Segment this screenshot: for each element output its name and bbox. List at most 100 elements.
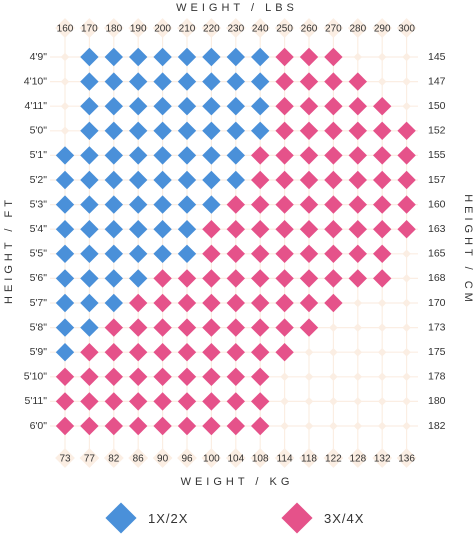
tick-label-kg: 96 — [181, 454, 193, 465]
empty-cell — [402, 372, 411, 382]
axis-marker — [55, 448, 75, 468]
cell-3x4x — [397, 170, 416, 190]
cell-1x2x — [202, 47, 221, 67]
cell-1x2x — [129, 195, 148, 214]
tick-label-kg: 132 — [374, 454, 391, 465]
tick-label-lbs: 200 — [154, 24, 171, 35]
tick-label-ft: 5'0" — [30, 125, 48, 137]
cell-3x4x — [397, 220, 416, 239]
cell-1x2x — [153, 195, 172, 214]
cell-3x4x — [348, 269, 367, 288]
tick-label-kg: 118 — [301, 454, 317, 465]
tick-label-lbs: 300 — [398, 24, 415, 35]
cell-1x2x — [129, 121, 148, 140]
cell-1x2x — [202, 97, 221, 116]
empty-cell — [377, 347, 387, 357]
empty-cell — [402, 347, 411, 357]
tick-label-ft: 5'3" — [30, 198, 48, 210]
cell-1x2x — [80, 121, 99, 140]
cell-3x4x — [226, 220, 245, 239]
cell-3x4x — [299, 47, 319, 67]
empty-cell — [329, 347, 338, 357]
cell-3x4x — [202, 293, 221, 313]
empty-cell — [402, 77, 411, 86]
cell-1x2x — [55, 244, 75, 263]
cell-3x4x — [348, 72, 367, 91]
cell-3x4x — [251, 195, 270, 214]
tick-label-lbs: 220 — [203, 24, 220, 35]
empty-cell — [304, 421, 314, 431]
cell-3x4x — [251, 244, 270, 263]
cell-1x2x — [177, 244, 197, 263]
cell-1x2x — [104, 269, 123, 288]
tick-label-lbs: 290 — [374, 24, 391, 35]
empty-cell — [353, 421, 363, 431]
cell-3x4x — [226, 293, 245, 313]
tick-label-cm: 155 — [428, 149, 446, 161]
left-axis-title: HEIGHT / FT — [3, 196, 15, 304]
cell-1x2x — [177, 97, 197, 116]
cell-1x2x — [251, 121, 270, 140]
cell-3x4x — [348, 170, 367, 190]
tick-label-lbs: 270 — [325, 24, 342, 35]
cell-1x2x — [80, 244, 99, 263]
axis-marker — [396, 18, 417, 38]
cell-3x4x — [299, 121, 319, 140]
tick-label-ft: 5'5" — [30, 248, 48, 260]
cell-1x2x — [153, 121, 172, 140]
empty-cell — [402, 421, 411, 431]
empty-cell — [402, 323, 411, 332]
legend-item-1x2x: 1X/2X — [105, 500, 188, 536]
tick-label-kg: 90 — [157, 454, 169, 465]
size-chart: WEIGHT / LBS WEIGHT / KG HEIGHT / FT HEI… — [3, 2, 474, 488]
tick-label-lbs: 240 — [252, 24, 269, 35]
cell-1x2x — [177, 72, 197, 91]
empty-cell — [377, 52, 387, 62]
cell-3x4x — [80, 367, 99, 386]
cell-3x4x — [226, 195, 245, 214]
tick-label-cm: 168 — [428, 272, 446, 284]
axis-marker — [347, 448, 368, 468]
cell-1x2x — [80, 146, 99, 165]
cell-3x4x — [275, 293, 294, 313]
tick-label-cm: 170 — [428, 297, 446, 309]
cell-1x2x — [202, 170, 221, 190]
right-axis-title: HEIGHT / CM — [462, 194, 474, 306]
cell-3x4x — [251, 343, 270, 362]
tick-label-cm: 152 — [428, 125, 446, 137]
cell-3x4x — [104, 367, 123, 386]
cell-1x2x — [177, 220, 197, 239]
cell-3x4x — [251, 220, 270, 239]
top-axis-title: WEIGHT / LBS — [176, 2, 298, 14]
cell-3x4x — [299, 72, 319, 91]
cell-3x4x — [202, 367, 221, 386]
cell-3x4x — [55, 392, 75, 411]
cell-3x4x — [299, 269, 319, 288]
cell-3x4x — [153, 416, 172, 436]
empty-cell — [353, 347, 363, 357]
tick-label-kg: 128 — [349, 454, 366, 465]
cell-3x4x — [324, 170, 343, 190]
tick-label-kg: 82 — [108, 454, 120, 465]
cell-1x2x — [251, 72, 270, 91]
tick-label-lbs: 180 — [105, 24, 122, 35]
axis-marker — [201, 448, 222, 468]
cell-3x4x — [275, 170, 294, 190]
axis-marker — [299, 18, 319, 38]
cell-3x4x — [324, 269, 343, 288]
tick-label-lbs: 170 — [81, 24, 98, 35]
cell-3x4x — [373, 220, 392, 239]
cell-3x4x — [275, 97, 294, 116]
cell-3x4x — [251, 170, 270, 190]
axis-marker — [103, 448, 124, 468]
cell-3x4x — [324, 244, 343, 263]
tick-label-kg: 73 — [59, 454, 71, 465]
cell-1x2x — [153, 47, 172, 67]
empty-cell — [329, 323, 338, 332]
cell-1x2x — [80, 170, 99, 190]
empty-cell — [280, 397, 289, 406]
cell-3x4x — [299, 244, 319, 263]
cell-3x4x — [104, 392, 123, 411]
cell-3x4x — [226, 318, 245, 337]
cell-1x2x — [251, 47, 270, 67]
